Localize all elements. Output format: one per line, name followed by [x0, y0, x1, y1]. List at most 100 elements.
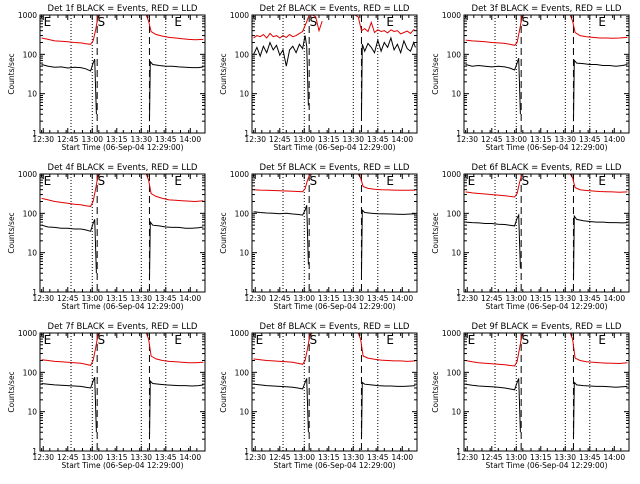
y-tick-label: 1000: [442, 11, 461, 20]
events-series-line: [465, 378, 521, 433]
x-tick-label: 13:30: [130, 453, 152, 462]
lld-series-line: [465, 15, 525, 46]
x-tick-label: 13:45: [155, 135, 177, 144]
x-tick-label: 13:45: [579, 135, 601, 144]
x-tick-label: 14:00: [391, 294, 413, 303]
lld-series-line: [569, 174, 628, 193]
x-tick-label: 13:30: [130, 294, 152, 303]
x-tick-label: 13:30: [342, 294, 364, 303]
y-tick-label: 1: [456, 288, 461, 297]
lld-series-line: [465, 174, 525, 198]
x-tick-label: 12:45: [481, 453, 503, 462]
y-tick-label: 10: [451, 408, 461, 417]
x-tick-label: 13:15: [530, 453, 552, 462]
y-tick-label: 1: [32, 129, 37, 138]
marker-label: E: [468, 174, 476, 188]
y-axis-label: Counts/sec: [431, 212, 440, 253]
y-axis-label: Counts/sec: [219, 212, 228, 253]
marker-label: E: [256, 333, 264, 347]
y-tick-label: 1000: [230, 170, 249, 179]
x-tick-label: 13:45: [367, 453, 389, 462]
x-tick-label: 13:45: [367, 135, 389, 144]
plot-frame: [463, 332, 630, 452]
lld-series-line: [569, 15, 628, 39]
y-tick-label: 10: [239, 90, 249, 99]
events-series-line: [465, 213, 521, 269]
y-tick-label: 10: [239, 249, 249, 258]
x-axis-label: Start Time (06-Sep-04 12:29:00): [486, 143, 608, 152]
events-series-line: [465, 57, 521, 115]
y-tick-label: 1: [32, 288, 37, 297]
x-tick-label: 13:45: [579, 294, 601, 303]
y-axis-label: Counts/sec: [219, 371, 228, 412]
y-tick-label: 100: [235, 209, 250, 218]
panel-title: Det 7f BLACK = Events, RED = LLD: [48, 322, 198, 332]
marker-label: E: [598, 333, 606, 347]
y-tick-label: 100: [447, 209, 462, 218]
x-tick-label: 13:00: [81, 135, 103, 144]
y-tick-label: 100: [23, 50, 38, 59]
x-tick-label: 13:15: [106, 453, 128, 462]
x-tick-label: 12:45: [269, 135, 291, 144]
events-series-line: [41, 377, 97, 433]
y-tick-label: 1000: [442, 170, 461, 179]
marker-label: S: [522, 15, 530, 29]
x-tick-label: 13:15: [318, 453, 340, 462]
x-tick-label: 12:45: [269, 294, 291, 303]
x-tick-label: 12:30: [32, 294, 54, 303]
y-tick-label: 1000: [18, 170, 37, 179]
lld-series-line: [253, 174, 313, 193]
y-axis-label: Counts/sec: [219, 53, 228, 94]
lld-series-line: [41, 333, 101, 366]
events-series-line: [149, 220, 204, 281]
panel-title: Det 2f BLACK = Events, RED = LLD: [260, 4, 410, 14]
x-axis-label: Start Time (06-Sep-04 12:29:00): [62, 143, 184, 152]
x-tick-label: 13:30: [554, 294, 576, 303]
events-series-line: [573, 381, 628, 440]
y-tick-label: 100: [235, 368, 250, 377]
marker-label: S: [310, 333, 318, 347]
x-tick-label: 12:30: [244, 453, 266, 462]
x-tick-label: 14:00: [603, 294, 625, 303]
x-tick-label: 13:45: [155, 453, 177, 462]
x-tick-label: 12:30: [456, 294, 478, 303]
x-axis-label: Start Time (06-Sep-04 12:29:00): [62, 302, 184, 311]
y-tick-label: 10: [27, 408, 37, 417]
marker-label: E: [598, 15, 606, 29]
y-tick-label: 1: [456, 129, 461, 138]
lld-series-line: [325, 15, 416, 35]
marker-label: E: [468, 333, 476, 347]
events-series-line: [41, 59, 97, 115]
y-tick-label: 100: [235, 50, 250, 59]
marker-label: S: [522, 333, 530, 347]
x-tick-label: 12:45: [269, 453, 291, 462]
x-tick-label: 12:45: [481, 135, 503, 144]
panel-title: Det 8f BLACK = Events, RED = LLD: [260, 322, 410, 332]
lld-series-line: [145, 333, 204, 364]
y-tick-label: 10: [451, 90, 461, 99]
y-axis-label: Counts/sec: [7, 212, 16, 253]
y-tick-label: 10: [451, 249, 461, 258]
marker-label: S: [98, 15, 106, 29]
lld-series-line: [145, 15, 204, 41]
events-series-line: [149, 60, 204, 122]
marker-label: S: [98, 174, 106, 188]
x-axis-label: Start Time (06-Sep-04 12:29:00): [62, 461, 184, 470]
marker-label: S: [522, 174, 530, 188]
y-tick-label: 100: [23, 209, 38, 218]
marker-label: E: [174, 15, 182, 29]
y-tick-label: 1000: [442, 329, 461, 338]
plot-frame: [39, 173, 206, 293]
y-tick-label: 100: [23, 368, 38, 377]
x-tick-label: 13:00: [505, 294, 527, 303]
events-series-line: [253, 205, 309, 265]
events-series-line: [149, 379, 204, 440]
plot-frame: [251, 14, 418, 134]
